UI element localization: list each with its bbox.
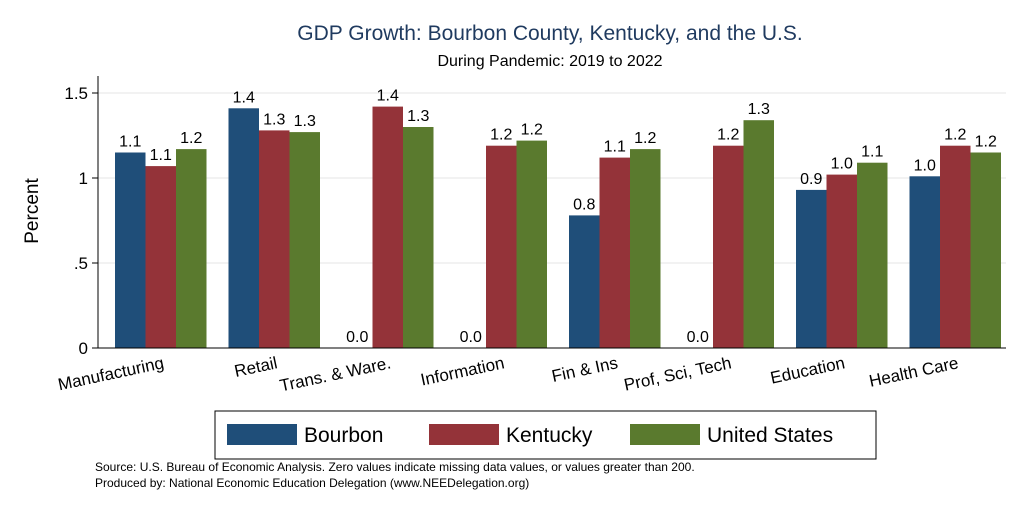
bar-bourbon xyxy=(569,215,600,348)
bar-labels: 1.1 1.1 1.2 1.4 1.3 1.3 0.0 1.4 1.3 0.0 1.2 1.2 0.8 1… xyxy=(119,88,997,346)
bar-value-label: 1.2 xyxy=(180,130,202,147)
bar-kentucky xyxy=(826,174,857,348)
bars xyxy=(115,106,1001,348)
bar-value-label: 1.0 xyxy=(831,156,853,173)
bar-value-label: 0.0 xyxy=(346,329,368,346)
bar-value-label: 1.3 xyxy=(407,108,429,125)
y-axis-label: Percent xyxy=(22,178,43,244)
bar-united-states xyxy=(403,127,434,348)
bar-kentucky xyxy=(940,145,971,348)
y-tick-label: .5 xyxy=(74,254,88,273)
bar-value-label: 1.2 xyxy=(975,134,997,151)
bar-united-states xyxy=(857,162,888,348)
bar-value-label: 1.1 xyxy=(150,147,172,164)
bar-value-label: 1.2 xyxy=(944,127,966,144)
bar-value-label: 1.2 xyxy=(717,127,739,144)
y-tick-label: 0 xyxy=(79,339,88,358)
legend-label: United States xyxy=(707,424,833,447)
legend-label: Bourbon xyxy=(304,424,383,447)
bar-united-states xyxy=(289,132,320,348)
bar-united-states xyxy=(970,152,1001,348)
bar-value-label: 1.2 xyxy=(490,127,512,144)
bar-value-label: 1.0 xyxy=(914,157,936,174)
source-note: Source: U.S. Bureau of Economic Analysis… xyxy=(95,460,695,474)
chart-title: GDP Growth: Bourbon County, Kentucky, an… xyxy=(297,22,802,45)
bar-bourbon xyxy=(796,189,827,348)
legend: Bourbon Kentucky United States xyxy=(214,410,877,460)
bar-value-label: 1.2 xyxy=(634,130,656,147)
legend-box xyxy=(214,410,877,460)
bar-bourbon xyxy=(115,152,146,348)
chart-subtitle: During Pandemic: 2019 to 2022 xyxy=(437,53,662,70)
bar-value-label: 0.9 xyxy=(800,171,822,188)
bar-value-label: 1.4 xyxy=(233,89,255,106)
x-tick-label: Trans. & Ware. xyxy=(278,353,393,395)
bar-united-states xyxy=(630,149,661,348)
bar-value-label: 1.3 xyxy=(263,111,285,128)
x-tick-label: Information xyxy=(419,353,506,389)
bar-value-label: 1.1 xyxy=(861,144,883,161)
legend-swatch-united-states xyxy=(630,424,700,445)
bar-value-label: 1.1 xyxy=(604,139,626,156)
legend-swatch-kentucky xyxy=(429,424,499,445)
bar-bourbon xyxy=(228,108,259,348)
bar-value-label: 1.3 xyxy=(748,101,770,118)
bar-united-states xyxy=(516,140,547,348)
x-tick-label: Manufacturing xyxy=(56,353,165,394)
bar-kentucky xyxy=(259,130,290,348)
bar-kentucky xyxy=(486,145,517,348)
bar-kentucky xyxy=(145,166,176,348)
bar-value-label: 0.0 xyxy=(460,329,482,346)
y-tick-label: 1 xyxy=(79,169,88,188)
bar-value-label: 1.2 xyxy=(521,122,543,139)
bar-united-states xyxy=(176,149,207,348)
bar-kentucky xyxy=(713,145,744,348)
bar-kentucky xyxy=(372,106,403,348)
bar-kentucky xyxy=(599,157,630,348)
legend-swatch-bourbon xyxy=(227,424,297,445)
x-tick-label: Prof, Sci, Tech xyxy=(622,353,733,394)
bar-value-label: 0.0 xyxy=(687,329,709,346)
bar-united-states xyxy=(743,120,774,348)
bar-value-label: 1.4 xyxy=(377,88,399,105)
x-tick-label: Retail xyxy=(233,353,279,381)
legend-label: Kentucky xyxy=(506,424,593,447)
bar-bourbon xyxy=(909,176,940,348)
bar-value-label: 1.1 xyxy=(119,134,141,151)
y-tick-label: 1.5 xyxy=(64,84,88,103)
x-tick-label: Education xyxy=(769,353,847,387)
bar-value-label: 0.8 xyxy=(573,196,595,213)
x-tick-label: Fin & Ins xyxy=(550,353,620,386)
x-tick-label: Health Care xyxy=(867,353,960,390)
bar-value-label: 1.3 xyxy=(294,113,316,130)
produced-by-note: Produced by: National Economic Education… xyxy=(95,476,529,490)
